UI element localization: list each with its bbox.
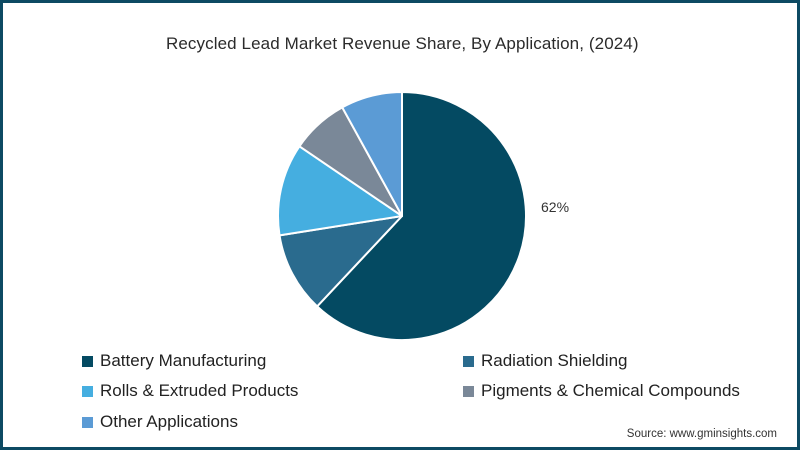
legend-item-radiation-shielding: Radiation Shielding <box>463 351 628 371</box>
chart-title: Recycled Lead Market Revenue Share, By A… <box>166 34 639 53</box>
pie-slice-battery-manufacturing <box>316 91 527 341</box>
legend-swatch-other <box>82 416 93 428</box>
legend-swatch-rolls <box>82 385 93 397</box>
legend-swatch-radiation <box>463 355 474 367</box>
pie-chart <box>277 91 527 341</box>
legend-item-pigments-chemical-compounds: Pigments & Chemical Compounds <box>463 381 740 401</box>
legend-item-other-applications: Other Applications <box>82 412 238 432</box>
legend-label: Other Applications <box>100 412 238 431</box>
legend-label: Radiation Shielding <box>481 351 628 370</box>
source-credit: Source: www.gminsights.com <box>626 428 777 440</box>
legend-label: Rolls & Extruded Products <box>100 381 299 400</box>
legend-item-rolls-extruded-products: Rolls & Extruded Products <box>82 381 298 401</box>
legend-item-battery-manufacturing: Battery Manufacturing <box>82 351 266 371</box>
pie-slice-rolls-extruded-products <box>277 145 403 237</box>
battery-percentage-label: 62% <box>541 199 570 215</box>
legend-swatch-pigments <box>463 385 474 397</box>
pie-slice-other-applications <box>341 91 403 217</box>
legend-swatch-battery <box>82 355 93 367</box>
pie-slices <box>277 91 527 341</box>
legend-label: Pigments & Chemical Compounds <box>481 381 740 400</box>
legend-label: Battery Manufacturing <box>100 351 267 370</box>
pie-slice-radiation-shielding <box>278 215 403 308</box>
